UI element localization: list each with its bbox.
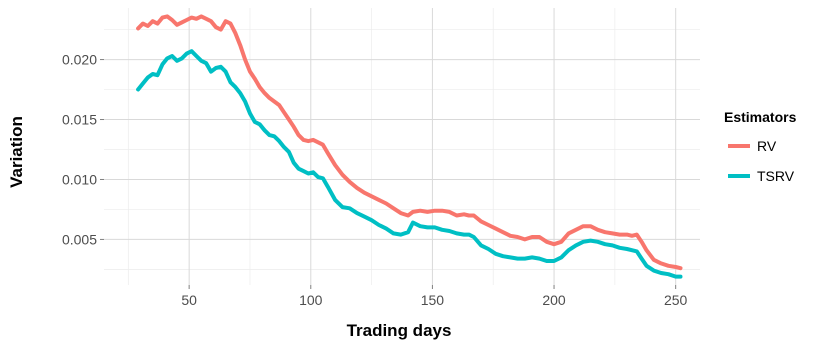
x-tick-label: 100 [299,292,323,308]
series-line-rv [136,14,683,271]
plot-lines [136,14,683,279]
x-tick-label: 50 [181,292,197,308]
x-tick-label: 250 [664,292,688,308]
series-line-tsrv [136,49,683,279]
legend-label-tsrv: TSRV [757,168,795,184]
legend: Estimators RV TSRV [724,109,797,184]
x-tick-label: 150 [421,292,445,308]
y-tick-label: 0.020 [62,52,97,68]
y-tick-label: 0.010 [62,171,97,187]
legend-title: Estimators [724,109,797,125]
axes: 50 100 150 200 250 0.005 0.010 0.015 0.020 [62,52,688,308]
y-tick-label: 0.015 [62,112,97,128]
x-axis-title: Trading days [347,321,452,340]
y-axis-title: Variation [7,116,26,188]
legend-label-rv: RV [757,138,777,154]
y-tick-label: 0.005 [62,231,97,247]
x-tick-label: 200 [542,292,566,308]
